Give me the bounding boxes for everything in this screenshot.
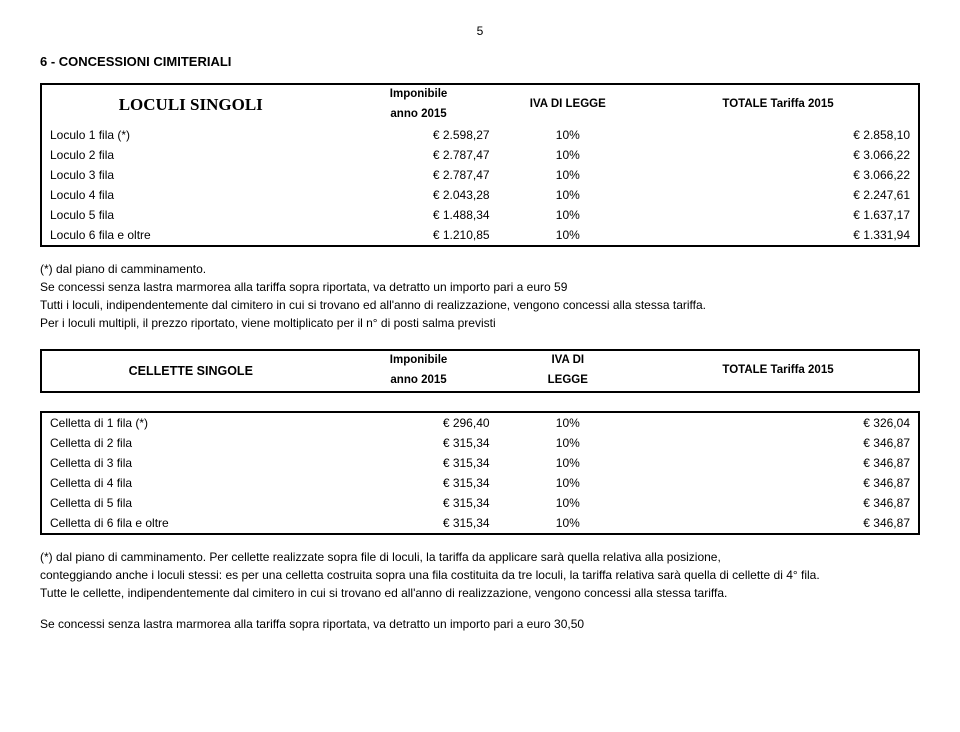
row-imponibile: € 1.488,34 (340, 205, 498, 225)
note-line: (*) dal piano di camminamento. Per celle… (40, 549, 920, 565)
row-iva: 10% (498, 145, 638, 165)
row-imponibile: € 315,34 (340, 513, 498, 534)
row-imponibile: € 2.787,47 (340, 165, 498, 185)
row-imponibile: € 296,40 (340, 412, 498, 433)
note-line: conteggiando anche i loculi stessi: es p… (40, 567, 920, 583)
row-iva: 10% (498, 225, 638, 246)
note-line: Tutti i loculi, indipendentemente dal ci… (40, 297, 920, 313)
col2-imponibile-1: Imponibile (340, 350, 498, 371)
row-iva: 10% (498, 185, 638, 205)
row-totale: € 346,87 (638, 493, 919, 513)
row-label: Loculo 2 fila (41, 145, 340, 165)
row-imponibile: € 2.043,28 (340, 185, 498, 205)
table-row: Celletta di 2 fila€ 315,3410%€ 346,87 (41, 433, 919, 453)
row-totale: € 1.331,94 (638, 225, 919, 246)
loculi-singoli-table: LOCULI SINGOLI Imponibile IVA DI LEGGE T… (40, 83, 920, 247)
row-label: Loculo 1 fila (*) (41, 125, 340, 145)
note-line: Se concessi senza lastra marmorea alla t… (40, 616, 920, 632)
row-totale: € 3.066,22 (638, 145, 919, 165)
row-iva: 10% (498, 412, 638, 433)
note-line: Per i loculi multipli, il prezzo riporta… (40, 315, 920, 331)
table-row: Celletta di 6 fila e oltre€ 315,3410%€ 3… (41, 513, 919, 534)
table-row: Celletta di 4 fila€ 315,3410%€ 346,87 (41, 473, 919, 493)
row-imponibile: € 315,34 (340, 473, 498, 493)
row-imponibile: € 1.210,85 (340, 225, 498, 246)
notes-block-2: (*) dal piano di camminamento. Per celle… (40, 549, 920, 632)
table-row: Celletta di 1 fila (*)€ 296,4010%€ 326,0… (41, 412, 919, 433)
row-imponibile: € 2.787,47 (340, 145, 498, 165)
col2-iva-2: LEGGE (498, 371, 638, 392)
row-iva: 10% (498, 433, 638, 453)
page-number: 5 (40, 24, 920, 38)
row-label: Loculo 4 fila (41, 185, 340, 205)
row-label: Celletta di 4 fila (41, 473, 340, 493)
col-imponibile-1: Imponibile (340, 84, 498, 105)
row-totale: € 3.066,22 (638, 165, 919, 185)
row-imponibile: € 315,34 (340, 453, 498, 473)
note-line: Se concessi senza lastra marmorea alla t… (40, 279, 920, 295)
row-label: Celletta di 1 fila (*) (41, 412, 340, 433)
row-iva: 10% (498, 125, 638, 145)
row-iva: 10% (498, 513, 638, 534)
col-totale: TOTALE Tariffa 2015 (638, 84, 919, 125)
note-line: (*) dal piano di camminamento. (40, 261, 920, 277)
row-iva: 10% (498, 473, 638, 493)
col2-totale: TOTALE Tariffa 2015 (638, 350, 919, 392)
col-iva: IVA DI LEGGE (498, 84, 638, 125)
note-line: Tutte le cellette, indipendentemente dal… (40, 585, 920, 601)
row-totale: € 2.858,10 (638, 125, 919, 145)
table2-title: CELLETTE SINGOLE (41, 350, 340, 392)
row-imponibile: € 315,34 (340, 433, 498, 453)
row-imponibile: € 315,34 (340, 493, 498, 513)
row-label: Celletta di 6 fila e oltre (41, 513, 340, 534)
row-iva: 10% (498, 165, 638, 185)
row-totale: € 346,87 (638, 513, 919, 534)
row-totale: € 346,87 (638, 473, 919, 493)
row-iva: 10% (498, 453, 638, 473)
table-row: Loculo 1 fila (*)€ 2.598,2710%€ 2.858,10 (41, 125, 919, 145)
table-row: Loculo 3 fila€ 2.787,4710%€ 3.066,22 (41, 165, 919, 185)
col-imponibile-2: anno 2015 (340, 105, 498, 125)
table-row: Loculo 5 fila€ 1.488,3410%€ 1.637,17 (41, 205, 919, 225)
row-label: Celletta di 5 fila (41, 493, 340, 513)
row-totale: € 2.247,61 (638, 185, 919, 205)
row-label: Loculo 5 fila (41, 205, 340, 225)
row-iva: 10% (498, 205, 638, 225)
table-row: Celletta di 3 fila€ 315,3410%€ 346,87 (41, 453, 919, 473)
row-totale: € 346,87 (638, 433, 919, 453)
cellette-singole-body-table: Celletta di 1 fila (*)€ 296,4010%€ 326,0… (40, 411, 920, 535)
table-row: Loculo 6 fila e oltre€ 1.210,8510%€ 1.33… (41, 225, 919, 246)
row-totale: € 1.637,17 (638, 205, 919, 225)
table-row: Loculo 4 fila€ 2.043,2810%€ 2.247,61 (41, 185, 919, 205)
table1-title: LOCULI SINGOLI (41, 84, 340, 125)
table-row: Celletta di 5 fila€ 315,3410%€ 346,87 (41, 493, 919, 513)
row-label: Celletta di 3 fila (41, 453, 340, 473)
row-iva: 10% (498, 493, 638, 513)
col2-imponibile-2: anno 2015 (340, 371, 498, 392)
notes-block-1: (*) dal piano di camminamento. Se conces… (40, 261, 920, 332)
cellette-singole-header-table: CELLETTE SINGOLE Imponibile IVA DI TOTAL… (40, 349, 920, 393)
row-label: Celletta di 2 fila (41, 433, 340, 453)
row-totale: € 326,04 (638, 412, 919, 433)
table-row: Loculo 2 fila€ 2.787,4710%€ 3.066,22 (41, 145, 919, 165)
col2-iva-1: IVA DI (498, 350, 638, 371)
row-totale: € 346,87 (638, 453, 919, 473)
row-label: Loculo 6 fila e oltre (41, 225, 340, 246)
row-imponibile: € 2.598,27 (340, 125, 498, 145)
row-label: Loculo 3 fila (41, 165, 340, 185)
section-heading: 6 - CONCESSIONI CIMITERIALI (40, 54, 920, 69)
